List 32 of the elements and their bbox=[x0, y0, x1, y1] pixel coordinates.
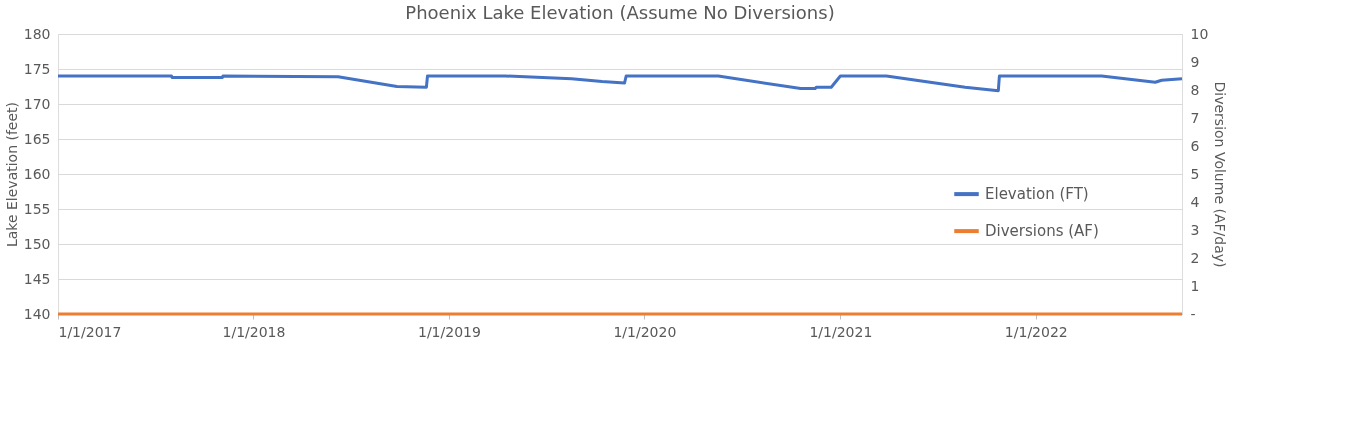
legend-label: Elevation (FT) bbox=[985, 185, 1089, 204]
y-tick-label: 175 bbox=[23, 60, 51, 77]
y2-tick-label: - bbox=[1190, 305, 1196, 322]
y-tick-label: 140 bbox=[23, 305, 51, 322]
y-axis-title: Lake Elevation (feet) bbox=[3, 101, 20, 248]
y-tick-label: 160 bbox=[23, 165, 51, 182]
y2-axis-title: Diversion Volume (AF/day) bbox=[1212, 81, 1229, 268]
y2-tick-label: 1 bbox=[1190, 277, 1200, 294]
y-tick-label: 170 bbox=[23, 95, 51, 112]
y2-tick-label: 4 bbox=[1190, 193, 1200, 210]
y2-tick-label: 7 bbox=[1190, 109, 1200, 126]
y2-tick-label: 6 bbox=[1190, 137, 1200, 154]
chart-title: Phoenix Lake Elevation (Assume No Diversions) bbox=[405, 2, 835, 23]
x-tick-label: 1/1/2017 bbox=[58, 323, 122, 340]
y2-tick-label: 8 bbox=[1190, 81, 1200, 98]
x-tick-label: 1/1/2021 bbox=[809, 323, 873, 340]
y2-tick-label: 2 bbox=[1190, 249, 1200, 266]
y2-tick-label: 10 bbox=[1190, 25, 1209, 42]
legend-label: Diversions (AF) bbox=[985, 222, 1099, 241]
x-tick-label: 1/1/2020 bbox=[613, 323, 677, 340]
y-tick-label: 145 bbox=[23, 270, 51, 287]
y-tick-label: 165 bbox=[23, 130, 51, 147]
y2-tick-label: 5 bbox=[1190, 165, 1200, 182]
x-tick-label: 1/1/2022 bbox=[1004, 323, 1068, 340]
x-tick-label: 1/1/2018 bbox=[222, 323, 286, 340]
y2-tick-label: 9 bbox=[1190, 53, 1200, 70]
y-tick-label: 180 bbox=[23, 25, 51, 42]
y-tick-label: 155 bbox=[23, 200, 51, 217]
y-tick-label: 150 bbox=[23, 235, 51, 252]
line-series bbox=[56, 74, 1184, 93]
y2-tick-label: 3 bbox=[1190, 221, 1200, 238]
x-tick-label: 1/1/2019 bbox=[417, 323, 481, 340]
